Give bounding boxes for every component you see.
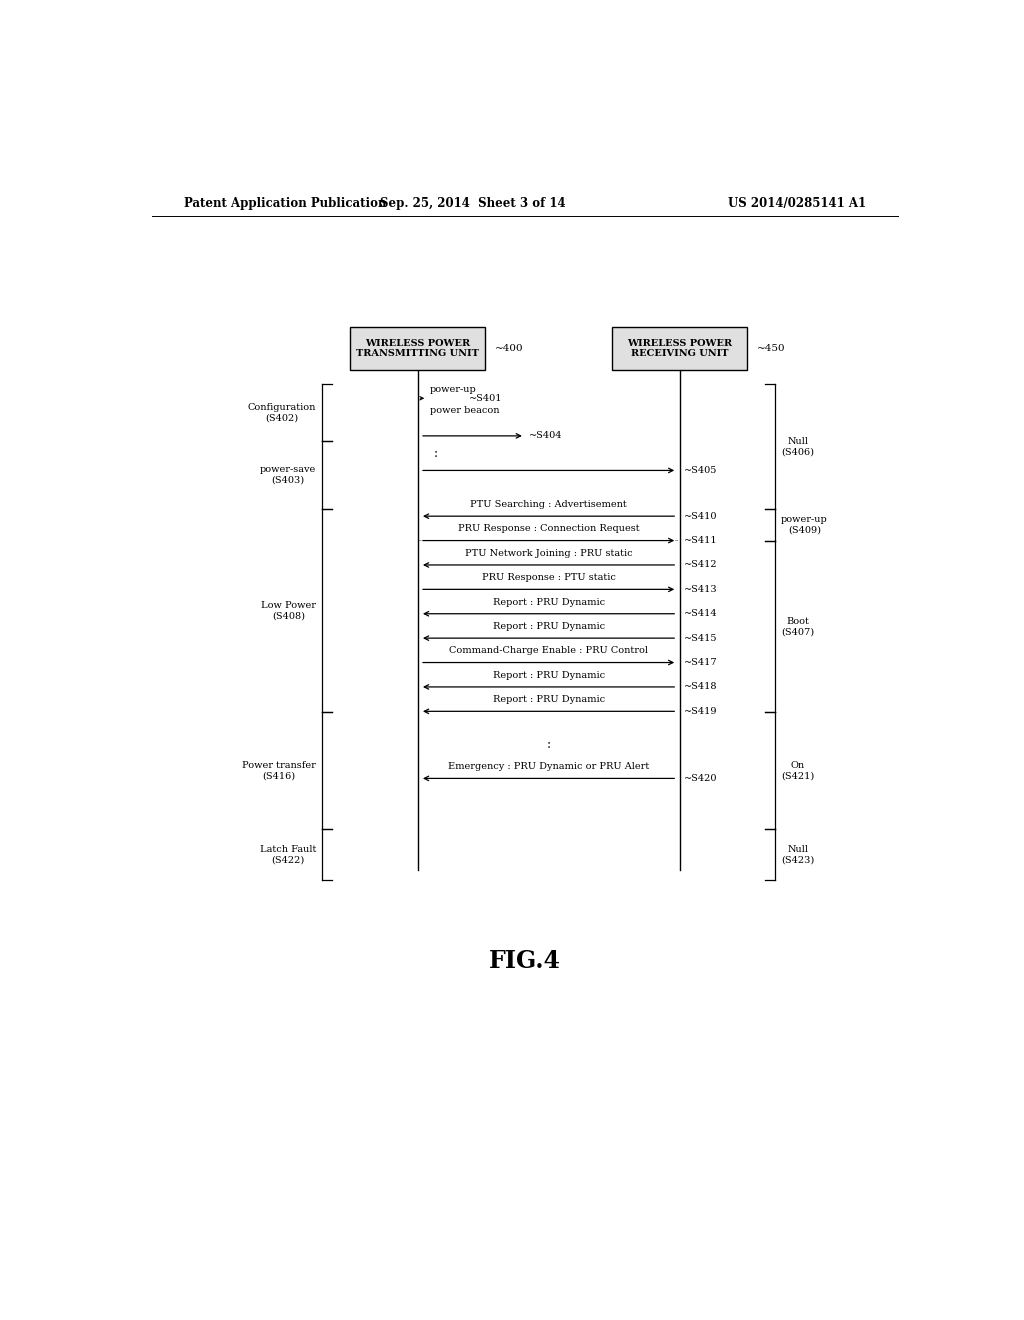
Text: power beacon: power beacon [430, 405, 499, 414]
Text: Null
(S406): Null (S406) [781, 437, 814, 457]
Bar [350, 327, 485, 370]
Text: ~S413: ~S413 [684, 585, 717, 594]
Text: ~S417: ~S417 [684, 659, 717, 667]
Text: ~S419: ~S419 [684, 706, 717, 715]
Text: ~S412: ~S412 [684, 561, 717, 569]
Text: WIRELESS POWER
RECEIVING UNIT: WIRELESS POWER RECEIVING UNIT [627, 339, 732, 358]
Text: :: : [433, 446, 437, 459]
Text: Power transfer
(S416): Power transfer (S416) [243, 762, 316, 780]
Text: Latch Fault
(S422): Latch Fault (S422) [260, 845, 316, 865]
Text: ~450: ~450 [757, 345, 785, 352]
Text: PRU Response : PTU static: PRU Response : PTU static [481, 573, 615, 582]
Text: power-up
(S409): power-up (S409) [781, 515, 827, 535]
Text: WIRELESS POWER
TRANSMITTING UNIT: WIRELESS POWER TRANSMITTING UNIT [356, 339, 479, 358]
Text: Emergency : PRU Dynamic or PRU Alert: Emergency : PRU Dynamic or PRU Alert [447, 762, 649, 771]
Text: Report : PRU Dynamic: Report : PRU Dynamic [493, 622, 604, 631]
Text: ~S414: ~S414 [684, 610, 717, 618]
Text: ~S405: ~S405 [684, 466, 717, 475]
Text: PRU Response : Connection Request: PRU Response : Connection Request [458, 524, 639, 533]
Text: FIG.4: FIG.4 [488, 949, 561, 973]
Text: Command-Charge Enable : PRU Control: Command-Charge Enable : PRU Control [450, 647, 648, 656]
Text: US 2014/0285141 A1: US 2014/0285141 A1 [728, 197, 866, 210]
Text: ~S404: ~S404 [528, 432, 562, 441]
Text: Configuration
(S402): Configuration (S402) [248, 403, 316, 422]
Text: ~S420: ~S420 [684, 774, 717, 783]
Text: ~S415: ~S415 [684, 634, 717, 643]
Text: :: : [547, 738, 551, 751]
Text: Null
(S423): Null (S423) [781, 845, 814, 865]
Text: Boot
(S407): Boot (S407) [781, 616, 814, 636]
Text: Sep. 25, 2014  Sheet 3 of 14: Sep. 25, 2014 Sheet 3 of 14 [380, 197, 566, 210]
Text: ~S411: ~S411 [684, 536, 717, 545]
Text: ~S410: ~S410 [684, 512, 717, 520]
Text: Low Power
(S408): Low Power (S408) [261, 601, 316, 620]
Text: power-save
(S403): power-save (S403) [260, 466, 316, 484]
Text: On
(S421): On (S421) [781, 762, 814, 780]
Text: ~S418: ~S418 [684, 682, 717, 692]
Text: power-up: power-up [430, 385, 476, 395]
Text: ~400: ~400 [495, 345, 523, 352]
Text: ~S401: ~S401 [469, 393, 503, 403]
Text: PTU Searching : Advertisement: PTU Searching : Advertisement [470, 500, 627, 510]
Text: Report : PRU Dynamic: Report : PRU Dynamic [493, 598, 604, 607]
Bar [612, 327, 748, 370]
Text: Report : PRU Dynamic: Report : PRU Dynamic [493, 696, 604, 704]
Text: Report : PRU Dynamic: Report : PRU Dynamic [493, 671, 604, 680]
Text: Patent Application Publication: Patent Application Publication [183, 197, 386, 210]
Text: PTU Network Joining : PRU static: PTU Network Joining : PRU static [465, 549, 633, 558]
